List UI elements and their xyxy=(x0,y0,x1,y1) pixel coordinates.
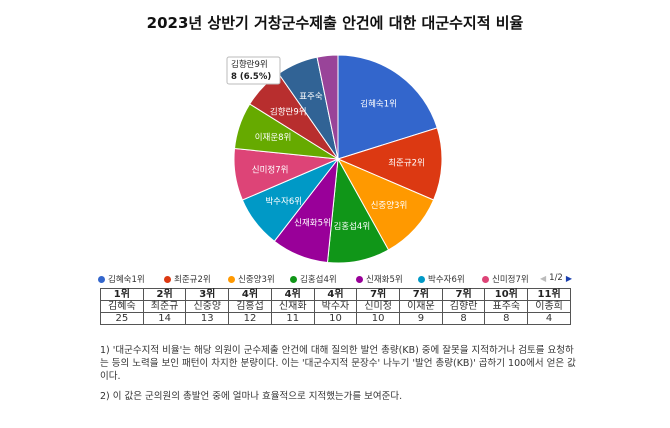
name-cell-5: 신재화 xyxy=(270,300,315,313)
rank-cell-4: 4위 xyxy=(228,288,272,301)
legend-dot-icon xyxy=(164,275,171,283)
value-cell-9: 8 xyxy=(441,312,486,325)
slice-label-6: 박수자6위 xyxy=(265,196,302,207)
name-cell-1: 김혜숙 xyxy=(100,300,144,313)
footnote-2: 2) 이 값은 군의원의 총발언 중에 얼마나 효율적으로 지적했는가를 보여준… xyxy=(100,391,403,402)
rank-cell-1: 1위 xyxy=(100,288,144,301)
pie-slice-1[interactable] xyxy=(337,54,438,160)
value-cell-6: 10 xyxy=(313,312,358,325)
value-cell-1: 25 xyxy=(100,312,144,325)
rank-cell-11: 11위 xyxy=(527,288,571,301)
slice-label-9: 김향란9위 xyxy=(270,107,307,118)
value-cell-5: 11 xyxy=(270,312,315,325)
slice-label-5: 신재화5위 xyxy=(294,219,331,229)
tooltip-value: 8 (6.5%) xyxy=(231,72,271,82)
value-cell-7: 10 xyxy=(356,312,401,325)
tooltip-box xyxy=(226,56,281,85)
legend-dot-icon xyxy=(290,275,297,283)
value-row: 25 14 13 12 11 10 10 9 8 8 4 xyxy=(100,312,571,325)
rank-cell-7: 7위 xyxy=(356,288,401,301)
name-cell-6: 박수자 xyxy=(313,300,358,313)
legend-item-1[interactable]: 김혜숙1위 xyxy=(98,273,145,285)
legend-label: 신재화5위 xyxy=(366,275,403,285)
name-cell-8: 이재운 xyxy=(399,300,443,313)
legend-label: 신중양3위 xyxy=(238,275,275,285)
rank-row: 1위 2위 3위 4위 4위 4위 7위 7위 7위 10위 11위 xyxy=(100,288,571,301)
rank-cell-9: 7위 xyxy=(441,288,486,301)
name-cell-10: 표주숙 xyxy=(484,300,529,313)
name-cell-9: 김향란 xyxy=(441,300,486,313)
slice-label-3: 신중양3위 xyxy=(371,200,408,211)
slice-label-7: 신미정7위 xyxy=(252,164,289,175)
triangle-left-icon[interactable]: ◀ xyxy=(540,273,547,283)
rank-table: 1위 2위 3위 4위 4위 4위 7위 7위 7위 10위 11위 김혜숙 최준규 신중양 김홍섭 신재화… xyxy=(100,288,571,325)
rank-cell-5: 4위 xyxy=(270,288,315,301)
pie-slice-3[interactable] xyxy=(336,157,435,251)
tooltip-label: 김향란9위 xyxy=(231,59,268,70)
legend-dot-icon xyxy=(98,275,105,283)
pie-slice-11[interactable] xyxy=(316,54,339,160)
name-cell-3: 신중양 xyxy=(185,300,230,313)
legend-label: 김혜숙1위 xyxy=(108,275,145,285)
legend-item-2[interactable]: 최준규2위 xyxy=(164,273,211,285)
rank-cell-8: 7위 xyxy=(399,288,443,301)
value-cell-4: 12 xyxy=(228,312,272,325)
legend-dot-icon xyxy=(356,275,363,283)
legend-dot-icon xyxy=(418,275,425,283)
legend-dot-icon xyxy=(228,275,235,283)
name-cell-2: 최준규 xyxy=(142,300,187,313)
name-row: 김혜숙 최준규 신중양 김홍섭 신재화 박수자 신미정 이재운 김향란 표주숙 이종희 xyxy=(100,300,571,313)
name-cell-11: 이종희 xyxy=(527,300,571,313)
legend-item-3[interactable]: 신중양3위 xyxy=(228,273,275,285)
footnote-1: 1) '대군수지적 비율'는 해당 의원이 군수제출 안건에 대해 질의한 발언… xyxy=(100,345,576,382)
slice-label-2: 최준규2위 xyxy=(388,157,425,168)
value-cell-2: 14 xyxy=(142,312,187,325)
pie-slice-2[interactable] xyxy=(336,127,443,201)
rank-cell-3: 3위 xyxy=(185,288,230,301)
legend-item-7[interactable]: 신미정7위 xyxy=(482,273,529,285)
rank-cell-2: 2위 xyxy=(142,288,187,301)
legend-label: 최준규2위 xyxy=(174,275,211,285)
value-cell-8: 9 xyxy=(399,312,443,325)
value-cell-3: 13 xyxy=(185,312,230,325)
name-cell-7: 신미정 xyxy=(356,300,401,313)
legend-pager: ◀ 1/2 ▶ xyxy=(540,273,572,283)
slice-label-1: 김혜숙1위 xyxy=(360,99,397,110)
chart-title: 2023년 상반기 거창군수제출 안건에 대한 대군수지적 비율 xyxy=(146,14,524,32)
rank-cell-6: 4위 xyxy=(313,288,358,301)
legend-item-6[interactable]: 박수자6위 xyxy=(418,273,465,285)
legend-label: 김홍섭4위 xyxy=(300,275,337,285)
chart-tooltip: 김향란9위 8 (6.5%) xyxy=(226,56,281,85)
legend-item-4[interactable]: 김홍섭4위 xyxy=(290,273,337,285)
slice-label-4: 김홍섭4위 xyxy=(333,221,370,232)
chart-legend: 김혜숙1위 최준규2위 신중양3위 김홍섭4위 신재화5위 박수자6위 신미정7위 xyxy=(98,273,578,287)
rank-cell-10: 10위 xyxy=(484,288,529,301)
slice-label-10: 표주숙 xyxy=(299,92,323,102)
slice-label-8: 이재운8위 xyxy=(255,132,292,143)
legend-item-5[interactable]: 신재화5위 xyxy=(356,273,403,285)
triangle-right-icon[interactable]: ▶ xyxy=(565,273,572,283)
footnotes: 1) '대군수지적 비율'는 해당 의원이 군수제출 안건에 대해 질의한 발언… xyxy=(100,344,578,410)
legend-label: 신미정7위 xyxy=(492,275,529,285)
pager-text: 1/2 xyxy=(549,273,563,283)
value-cell-11: 4 xyxy=(527,312,571,325)
value-cell-10: 8 xyxy=(484,312,529,325)
legend-dot-icon xyxy=(482,275,489,283)
legend-label: 박수자6위 xyxy=(428,275,465,285)
name-cell-4: 김홍섭 xyxy=(228,300,272,313)
